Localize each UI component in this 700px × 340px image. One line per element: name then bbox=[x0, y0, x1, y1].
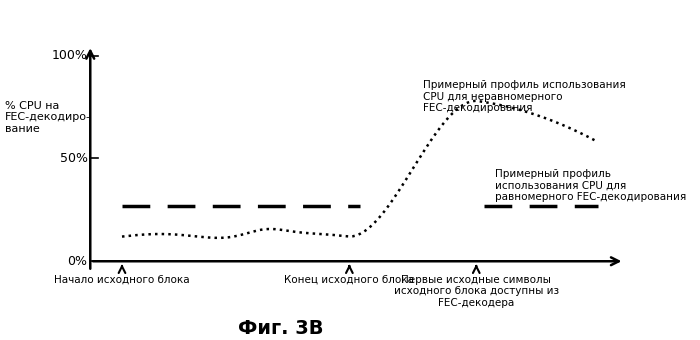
Text: Конец исходного блока: Конец исходного блока bbox=[284, 275, 414, 285]
Text: 100%: 100% bbox=[52, 49, 88, 62]
Text: Фиг. 3В: Фиг. 3В bbox=[238, 319, 323, 338]
Text: Примерный профиль использования
CPU для неравномерного
FEC-декодирования: Примерный профиль использования CPU для … bbox=[424, 80, 626, 114]
Text: % CPU на
FEC-декодиро-
вание: % CPU на FEC-декодиро- вание bbox=[5, 101, 91, 134]
Text: Примерный профиль
использования CPU для
равномерного FEC-декодирования: Примерный профиль использования CPU для … bbox=[495, 169, 686, 202]
Text: Первые исходные символы
исходного блока доступны из
FEC-декодера: Первые исходные символы исходного блока … bbox=[393, 275, 559, 308]
Text: 50%: 50% bbox=[60, 152, 88, 165]
Text: 0%: 0% bbox=[68, 255, 88, 268]
Text: Начало исходного блока: Начало исходного блока bbox=[54, 275, 190, 285]
